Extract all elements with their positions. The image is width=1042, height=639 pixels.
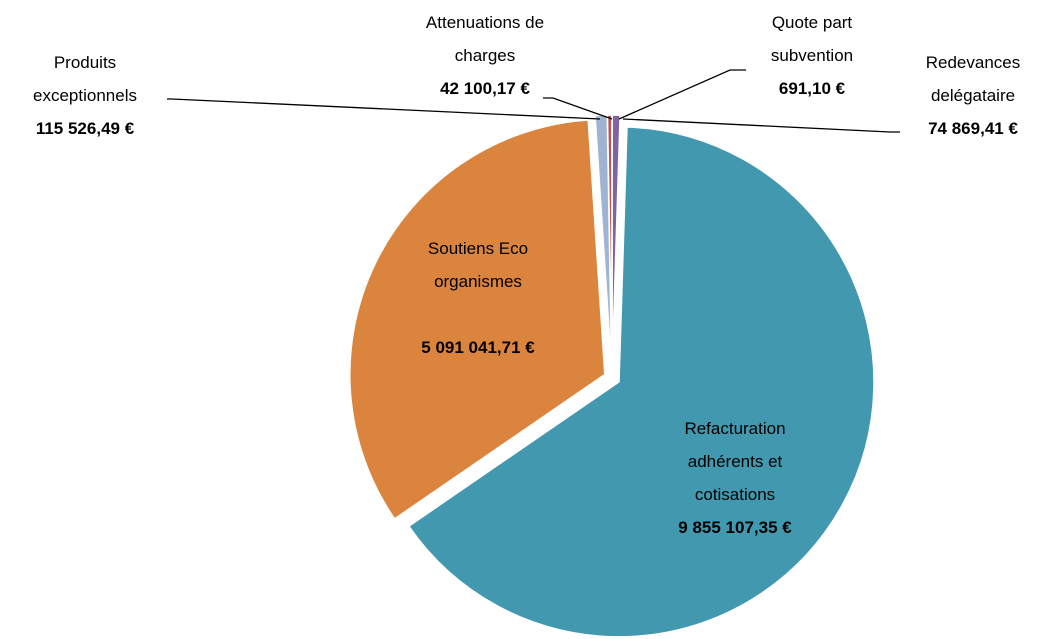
category-label: Attenuations de charges [425,13,545,65]
leader-lines [167,69,900,133]
slice-label: Attenuations de charges 42 100,17 € [395,6,575,105]
slice-label: Produits exceptionnels 115 526,49 € [10,46,160,145]
leader-line [167,98,601,120]
pie-slice [407,126,875,638]
slice-label: Refacturation adhérents et cotisations 9 … [655,412,815,544]
leader-line [543,97,613,120]
value-label: 74 869,41 € [928,119,1018,138]
value-label: 691,10 € [778,79,846,98]
category-label: Produits exceptionnels [33,53,137,105]
category-label: Quote part subvention [770,13,854,65]
value-label: 115 526,49 € [35,119,135,138]
category-label: Soutiens Eco organismes [427,239,529,291]
value-label: 42 100,17 € [440,79,530,98]
slice-label: Redevances delégataire 74 869,41 € [903,46,1042,145]
category-label: Redevances delégataire [925,53,1021,105]
slice-label: Quote part subvention 691,10 € [757,6,867,105]
value-label: 5 091 041,71 € [421,338,535,357]
leader-line [622,118,900,133]
slice-label: Soutiens Eco organismes 5 091 041,71 € [388,232,568,364]
pie-slice [349,119,606,520]
pie-slice [611,114,621,371]
leader-line [618,69,746,120]
category-label: Refacturation adhérents et cotisations [684,419,786,504]
value-label: 9 855 107,35 € [678,518,792,537]
